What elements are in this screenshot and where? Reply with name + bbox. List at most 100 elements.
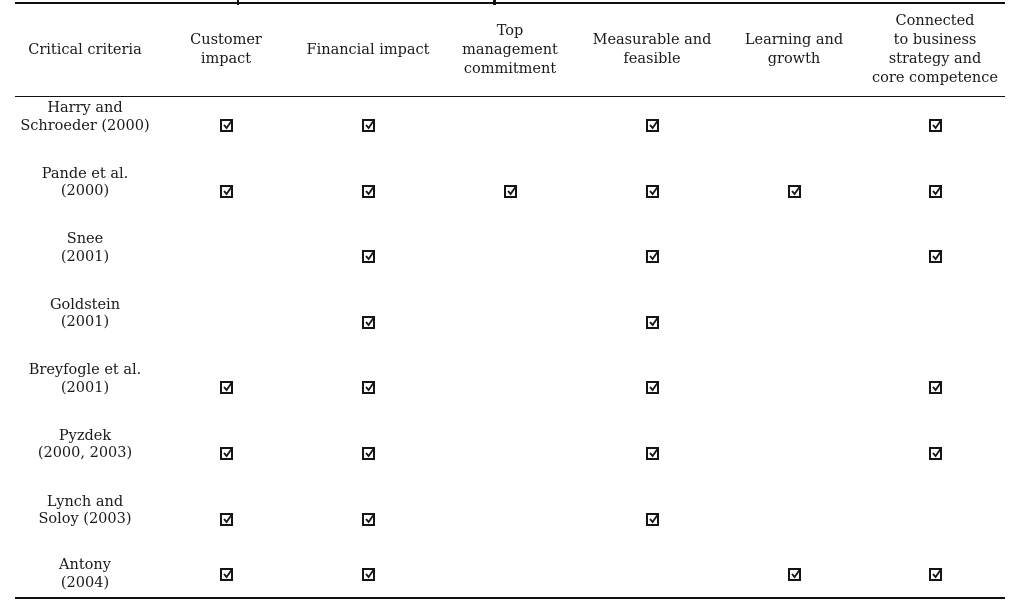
checkbox-checked-icon (928, 118, 942, 132)
criteria-cell (581, 97, 723, 163)
table-row: Lynch and Soloy (2003) (15, 491, 1005, 557)
criteria-cell (581, 294, 723, 360)
checkbox-checked-icon (361, 568, 375, 582)
checkbox-checked-icon (219, 512, 233, 526)
checkbox-checked-icon (928, 446, 942, 460)
criteria-cell (439, 491, 581, 557)
checkbox-checked-icon (928, 381, 942, 395)
criteria-cell (439, 294, 581, 360)
criteria-cell (865, 97, 1005, 163)
criteria-cell (439, 163, 581, 229)
column-header-top-management-commitment: Top management commitment (462, 22, 558, 77)
table-header-rule (15, 95, 1005, 97)
checkbox-checked-icon (928, 250, 942, 264)
criteria-cell (297, 425, 439, 491)
criteria-cell (865, 359, 1005, 425)
row-source-label: Pyzdek (2000, 2003) (37, 427, 133, 462)
criteria-cell (155, 228, 297, 294)
table-row: Pande et al. (2000) (15, 163, 1005, 229)
criteria-cell (581, 425, 723, 491)
checkbox-checked-icon (928, 184, 942, 198)
criteria-cell (581, 556, 723, 598)
checkbox-checked-icon (645, 446, 659, 460)
criteria-cell (439, 556, 581, 598)
checkbox-checked-icon (645, 118, 659, 132)
checkbox-checked-icon (361, 381, 375, 395)
criteria-cell (155, 294, 297, 360)
checkbox-checked-icon (787, 184, 801, 198)
checkbox-checked-icon (219, 568, 233, 582)
criteria-cell (297, 163, 439, 229)
criteria-cell (865, 491, 1005, 557)
criteria-cell (297, 556, 439, 598)
checkbox-checked-icon (645, 184, 659, 198)
row-source-label: Harry and Schroeder (2000) (20, 100, 150, 134)
checkbox-checked-icon (645, 250, 659, 264)
criteria-cell (439, 228, 581, 294)
criteria-cell (865, 556, 1005, 598)
checkbox-checked-icon (787, 568, 801, 582)
checkbox-checked-icon (361, 118, 375, 132)
criteria-cell (723, 163, 865, 229)
criteria-comparison-table: Critical criteria Customer impact Financ… (15, 0, 1005, 609)
checkbox-checked-icon (219, 446, 233, 460)
table-row: Pyzdek (2000, 2003) (15, 425, 1005, 491)
table-row: Snee (2001) (15, 228, 1005, 294)
criteria-cell (723, 359, 865, 425)
checkbox-checked-icon (645, 315, 659, 329)
checkbox-checked-icon (361, 250, 375, 264)
checkbox-checked-icon (361, 184, 375, 198)
criteria-cell (723, 228, 865, 294)
checkbox-checked-icon (361, 446, 375, 460)
table-header-row: Critical criteria Customer impact Financ… (15, 5, 1005, 95)
criteria-cell (155, 359, 297, 425)
criteria-cell (723, 491, 865, 557)
checkbox-checked-icon (645, 381, 659, 395)
criteria-cell (439, 359, 581, 425)
criteria-cell (581, 491, 723, 557)
column-header-measurable-and-feasible: Measurable and feasible (592, 32, 712, 67)
criteria-cell (723, 556, 865, 598)
checkbox-checked-icon (361, 315, 375, 329)
row-source-label: Breyfogle et al. (2001) (28, 362, 142, 396)
column-header-critical-criteria: Critical criteria (28, 41, 142, 58)
row-source-label: Lynch and Soloy (2003) (38, 493, 132, 528)
column-header-connected-to-business-strategy: Connected to business strategy and core … (872, 13, 998, 86)
table-row: Breyfogle et al. (2001) (15, 359, 1005, 425)
criteria-cell (723, 425, 865, 491)
criteria-cell (865, 294, 1005, 360)
row-source-label: Pande et al. (2000) (41, 165, 129, 200)
column-header-customer-impact: Customer impact (190, 32, 262, 67)
criteria-cell (439, 425, 581, 491)
column-header-learning-and-growth: Learning and growth (744, 32, 844, 67)
table-body: Harry and Schroeder (2000) Pande et al. (… (15, 97, 1005, 598)
criteria-cell (155, 163, 297, 229)
row-source-label: Snee (2001) (60, 231, 110, 265)
criteria-cell (155, 491, 297, 557)
checkbox-checked-icon (361, 512, 375, 526)
criteria-cell (581, 163, 723, 229)
checkbox-checked-icon (219, 381, 233, 395)
checkbox-checked-icon (928, 568, 942, 582)
table-bottom-rule (15, 597, 1005, 599)
criteria-cell (297, 491, 439, 557)
table-row: Goldstein (2001) (15, 294, 1005, 360)
criteria-cell (723, 97, 865, 163)
criteria-cell (297, 294, 439, 360)
criteria-cell (865, 425, 1005, 491)
criteria-cell (297, 228, 439, 294)
table-row: Antony (2004) (15, 556, 1005, 598)
column-header-financial-impact: Financial impact (306, 41, 430, 58)
criteria-cell (297, 359, 439, 425)
criteria-cell (155, 425, 297, 491)
checkbox-checked-icon (645, 512, 659, 526)
row-source-label: Antony (2004) (59, 557, 111, 591)
criteria-cell (439, 97, 581, 163)
row-source-label: Goldstein (2001) (49, 296, 121, 331)
checkbox-checked-icon (219, 118, 233, 132)
table-row: Harry and Schroeder (2000) (15, 97, 1005, 163)
criteria-cell (865, 228, 1005, 294)
criteria-cell (297, 97, 439, 163)
checkbox-checked-icon (503, 184, 517, 198)
